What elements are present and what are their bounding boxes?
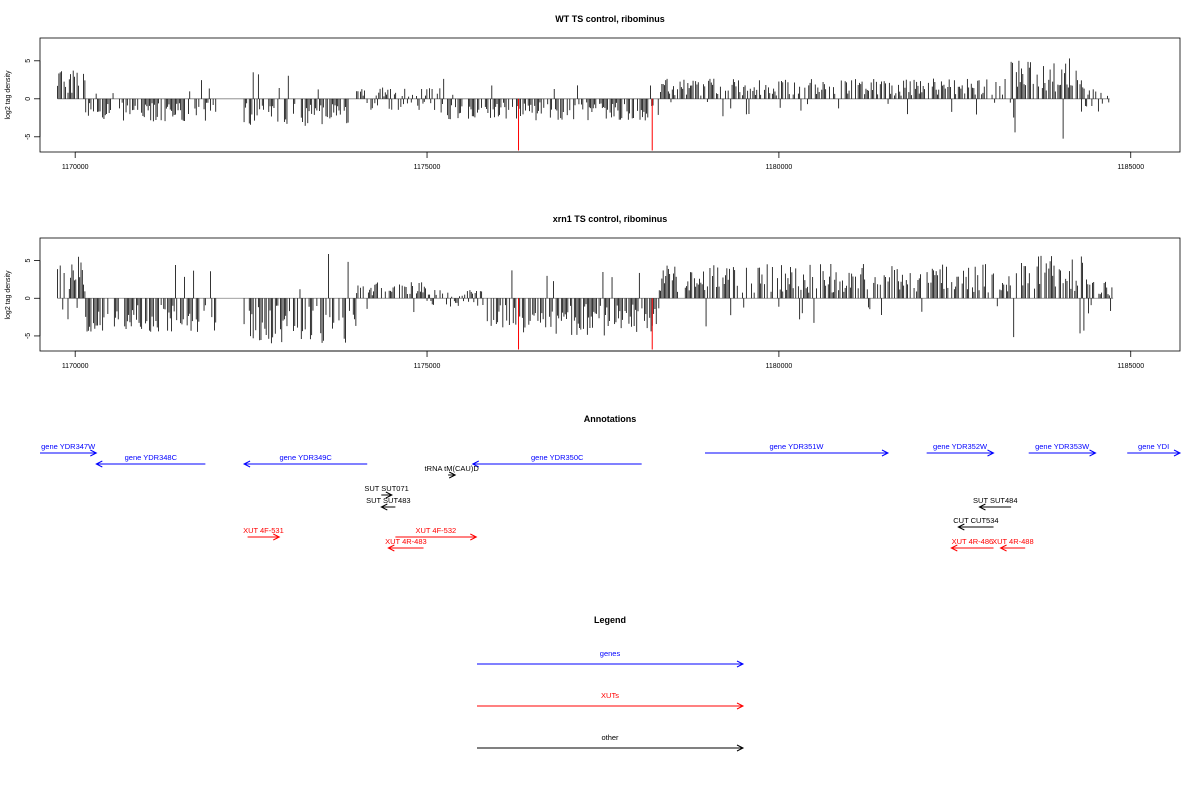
feature-other: SUT SUT071: [364, 484, 409, 499]
feature-label: gene YDR353W: [1035, 442, 1090, 451]
feature-label: XUT 4F-531: [243, 526, 284, 535]
panel-xrn1: xrn1 TS control, ribominus log2 tag dens…: [5, 214, 1181, 370]
feature-arrow-head: [978, 503, 986, 511]
panel-wt-bars: [57, 58, 1110, 151]
feature-label: tRNA tM(CAU)D: [425, 464, 480, 473]
panel-wt-title: WT TS control, ribominus: [555, 14, 665, 24]
feature-arrow-head: [736, 744, 745, 752]
feature-label: gene YDR347W: [41, 442, 96, 451]
y-tick-label: 0: [25, 97, 32, 101]
feature-gene: gene YDR353W: [1028, 442, 1097, 457]
y-tick-label: -5: [25, 333, 32, 339]
feature-arrow-head: [95, 460, 103, 468]
x-tick-label: 1175000: [414, 164, 441, 171]
legend-label: other: [601, 733, 619, 742]
annotation-features: gene YDR347W gene YDR348C gene YDR349C gene…: [40, 442, 1182, 552]
feature-arrow-head: [950, 544, 958, 552]
panel-xrn1-ylabel: log2 tag density: [5, 270, 12, 320]
feature-arrow-head: [90, 449, 98, 457]
legend-label: XUTs: [601, 691, 619, 700]
legend-item-other: other: [477, 733, 745, 752]
feature-arrow-head: [957, 523, 965, 531]
feature-arrow-head: [999, 544, 1007, 552]
y-tick-label: 0: [25, 296, 32, 300]
panel-xrn1-yaxis: -5 0 5: [25, 259, 41, 339]
panel-wt-frame: [39, 37, 1181, 153]
feature-xut: XUT 4R-486: [950, 537, 994, 552]
panel-wt-yaxis: -5 0 5: [25, 59, 41, 140]
feature-arrow-head: [448, 471, 457, 479]
panel-xrn1-xaxis: 1170000 1175000 1180000 1185000: [62, 350, 1144, 370]
feature-gene: gene YDR350C: [471, 453, 642, 468]
feature-label: XUT 4F-532: [415, 526, 456, 535]
feature-label: gene YDI: [1138, 442, 1169, 451]
feature-arrow-head: [387, 544, 395, 552]
feature-xut: XUT 4R-488: [992, 537, 1034, 552]
feature-arrow-head: [242, 460, 251, 468]
feature-label: gene YDR352W: [933, 442, 988, 451]
feature-label: SUT SUT483: [366, 496, 410, 505]
feature-gene: gene YDR351W: [705, 442, 890, 457]
feature-other: SUT SUT483: [366, 496, 411, 511]
legend-item-gene: genes: [477, 649, 745, 668]
feature-gene: gene YDR352W: [926, 442, 995, 457]
feature-label: CUT CUT534: [953, 516, 998, 525]
feature-arrow-head: [736, 702, 745, 710]
legend-label: genes: [600, 649, 621, 658]
panel-xrn1-title: xrn1 TS control, ribominus: [553, 214, 668, 224]
x-tick-label: 1170000: [62, 363, 89, 370]
feature-arrow-head: [987, 449, 995, 457]
feature-arrow-head: [470, 533, 478, 541]
feature-arrow-head: [273, 533, 281, 541]
feature-label: gene YDR348C: [125, 453, 178, 462]
feature-arrow-head: [380, 503, 388, 511]
x-tick-label: 1185000: [1117, 164, 1144, 171]
feature-arrow-head: [471, 460, 480, 468]
feature-other: CUT CUT534: [953, 516, 999, 531]
x-tick-label: 1185000: [1117, 363, 1144, 370]
y-tick-label: -5: [25, 134, 32, 140]
x-tick-label: 1170000: [62, 164, 89, 171]
panel-wt-ylabel: log2 tag density: [5, 70, 12, 120]
feature-label: XUT 4R-486: [952, 537, 994, 546]
x-tick-label: 1175000: [414, 363, 441, 370]
feature-label: gene YDR349C: [279, 453, 332, 462]
legend-title: Legend: [594, 615, 626, 625]
panel-wt: WT TS control, ribominus log2 tag densit…: [5, 14, 1181, 171]
x-tick-label: 1180000: [766, 164, 793, 171]
panel-wt-xaxis: 1170000 1175000 1180000 1185000: [62, 151, 1144, 171]
feature-label: SUT SUT071: [364, 484, 408, 493]
feature-xut: XUT 4F-532: [395, 526, 478, 541]
feature-arrow-head: [1173, 449, 1182, 457]
legend: Legend genes XUTs other: [477, 615, 745, 752]
legend-items: genes XUTs other: [477, 649, 745, 752]
feature-label: gene YDR350C: [531, 453, 584, 462]
feature-other: tRNA tM(CAU)D: [425, 464, 480, 479]
feature-gene: gene YDI: [1127, 442, 1182, 457]
feature-arrow-head: [881, 449, 890, 457]
feature-other: SUT SUT484: [973, 496, 1018, 511]
feature-label: SUT SUT484: [973, 496, 1017, 505]
panel-xrn1-bars: [57, 254, 1114, 350]
feature-arrow-head: [1089, 449, 1097, 457]
feature-xut: XUT 4F-531: [243, 526, 284, 541]
annotations-title: Annotations: [584, 414, 637, 424]
y-tick-label: 5: [25, 59, 32, 63]
feature-label: XUT 4R-488: [992, 537, 1034, 546]
legend-item-xut: XUTs: [477, 691, 745, 710]
feature-label: XUT 4R-483: [385, 537, 427, 546]
x-tick-label: 1180000: [766, 363, 793, 370]
feature-arrow-head: [736, 660, 745, 668]
feature-gene: gene YDR347W: [40, 442, 98, 457]
feature-label: gene YDR351W: [769, 442, 824, 451]
feature-xut: XUT 4R-483: [385, 537, 427, 552]
feature-gene: gene YDR349C: [242, 453, 368, 468]
y-tick-label: 5: [25, 259, 32, 263]
feature-gene: gene YDR348C: [95, 453, 206, 468]
feature-arrow-head: [385, 491, 393, 499]
